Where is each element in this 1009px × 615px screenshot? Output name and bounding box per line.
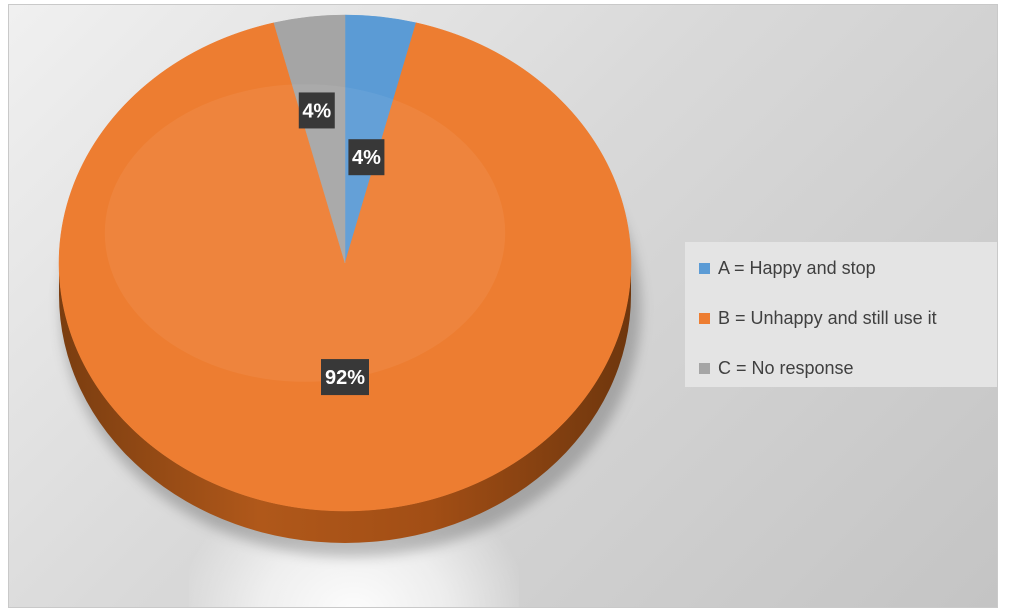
data-label-c: 4%	[298, 92, 335, 129]
data-label-box	[298, 92, 335, 129]
legend-item-b: B = Unhappy and still use it	[699, 306, 997, 331]
pie-data-labels: 4% 92% 4%	[298, 92, 385, 396]
legend-item-c: C = No response	[699, 356, 997, 381]
pie-slice-c	[273, 14, 346, 264]
legend: A = Happy and stop B = Unhappy and still …	[685, 242, 997, 387]
pie-top-highlight	[104, 84, 506, 382]
data-label-b: 92%	[321, 359, 369, 396]
pie-slice-b	[58, 22, 632, 512]
legend-swatch	[699, 363, 710, 374]
legend-label: B = Unhappy and still use it	[718, 308, 937, 328]
data-label-box	[321, 359, 369, 396]
data-label-text: 4%	[302, 100, 331, 122]
chart-area: 4% 92% 4% A = Happy and stop B = Unhappy an…	[8, 4, 998, 608]
data-label-box	[348, 139, 385, 176]
data-label-text: 4%	[352, 147, 381, 169]
data-label-a: 4%	[348, 139, 385, 176]
pie-slices	[58, 14, 632, 512]
pie-chart: 4% 92% 4%	[58, 14, 641, 557]
legend-swatch	[699, 313, 710, 324]
legend-label: A = Happy and stop	[718, 258, 876, 278]
data-label-text: 92%	[325, 367, 365, 389]
legend-item-a: A = Happy and stop	[699, 256, 997, 281]
legend-label: C = No response	[718, 358, 854, 378]
legend-swatch	[699, 263, 710, 274]
